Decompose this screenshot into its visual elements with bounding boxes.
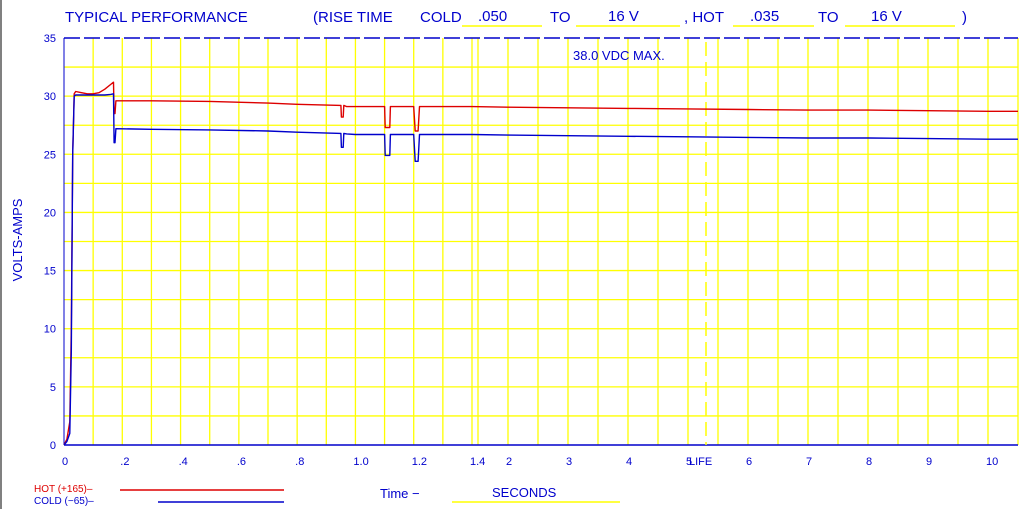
x-tick-label: 3 [566, 456, 572, 468]
rise-time-cold-label: COLD [420, 9, 462, 26]
rise-time-hot-value: .035 [750, 8, 779, 25]
rise-time-hot-to-value: 16 V [871, 8, 902, 25]
x-tick-label: 8 [866, 456, 872, 468]
x-axis-label-prefix: Time − [380, 486, 420, 501]
x-tick-label: 7 [806, 456, 812, 468]
rise-time-hot-label: , HOT [684, 9, 724, 26]
x-tick-label: 2 [506, 456, 512, 468]
x-tick-label: .2 [120, 456, 129, 468]
series-line-hot [63, 81, 1018, 446]
legend-label-cold: COLD (−65)– [34, 496, 94, 507]
legend-label-hot: HOT (+165)– [34, 484, 93, 495]
x-tick-labels: 0 .2 .4 .6 .8 1.0 1.2 1.4 2 3 4 5 6 7 8 9 10 [62, 456, 998, 468]
y-tick-label: 15 [44, 266, 56, 278]
x-tick-label: 1.2 [412, 456, 427, 468]
x-tick-label: 4 [626, 456, 632, 468]
y-tick-label: 25 [44, 149, 56, 161]
max-voltage-label: 38.0 VDC MAX. [573, 48, 665, 63]
chart-title: TYPICAL PERFORMANCE [65, 9, 248, 26]
series-lines [63, 81, 1018, 446]
x-tick-label: 6 [746, 456, 752, 468]
series-line-cold [63, 93, 1018, 446]
x-axis-label-units: SECONDS [492, 485, 557, 500]
y-tick-label: 20 [44, 207, 56, 219]
y-tick-label: 10 [44, 324, 56, 336]
y-axis-label: VOLTS-AMPS [10, 198, 25, 281]
rise-time-cold-to-value: 16 V [608, 8, 639, 25]
life-label: LIFE [689, 456, 712, 468]
x-tick-label: 0 [62, 456, 68, 468]
grid-lines [64, 38, 1019, 445]
y-tick-label: 0 [50, 440, 56, 452]
rise-time-suffix: ) [962, 9, 967, 26]
y-tick-label: 35 [44, 33, 56, 45]
rise-time-prefix: (RISE TIME [313, 9, 393, 26]
x-tick-label: 10 [986, 456, 998, 468]
legend: HOT (+165)– COLD (−65)– [34, 484, 284, 507]
x-tick-label: .6 [237, 456, 246, 468]
x-tick-label: 9 [926, 456, 932, 468]
x-tick-label: 1.4 [470, 456, 485, 468]
x-tick-label: 1.0 [353, 456, 368, 468]
y-tick-label: 5 [50, 382, 56, 394]
y-tick-labels: 0 5 10 15 20 25 30 35 [44, 33, 56, 452]
rise-time-cold-value: .050 [478, 8, 507, 25]
rise-time-to-label-2: TO [818, 9, 839, 26]
x-tick-label: 5 [686, 456, 692, 468]
y-tick-label: 30 [44, 91, 56, 103]
x-tick-label: .8 [295, 456, 304, 468]
rise-time-to-label-1: TO [550, 9, 571, 26]
x-tick-label: .4 [179, 456, 188, 468]
